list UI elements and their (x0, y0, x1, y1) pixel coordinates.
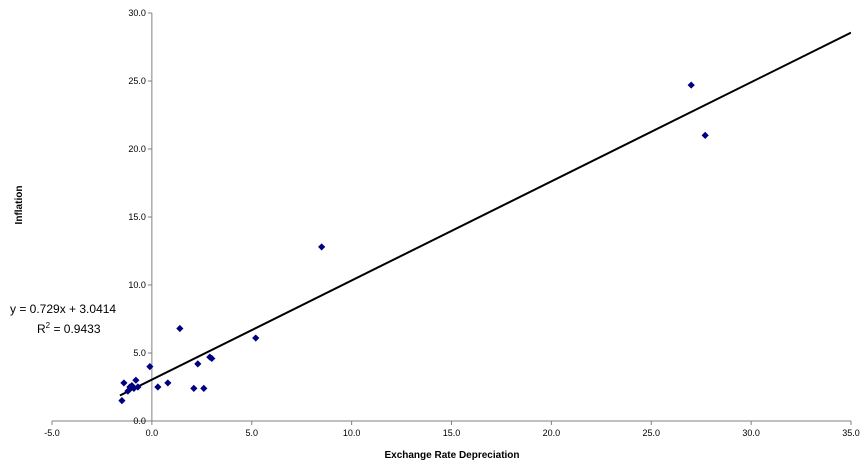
data-point (134, 383, 142, 391)
r-squared-value: = 0.9433 (50, 322, 101, 336)
x-tick-label: 15.0 (443, 428, 461, 438)
x-tick-label: 35.0 (842, 428, 860, 438)
y-tick-label: 20.0 (128, 144, 146, 154)
y-tick-label: 5.0 (133, 348, 146, 358)
trendline (119, 31, 851, 397)
x-tick-label: -5.0 (44, 428, 60, 438)
data-point (132, 376, 140, 384)
data-point (118, 397, 126, 405)
data-point (701, 131, 709, 139)
x-tick-label: 25.0 (642, 428, 660, 438)
data-point (194, 360, 202, 368)
trendline-equation: y = 0.729x + 3.0414 (10, 302, 116, 316)
x-tick-label: 0.0 (146, 428, 159, 438)
data-point (164, 379, 172, 387)
r-squared-superscript: 2 (46, 321, 51, 330)
y-tick-label: 10.0 (128, 280, 146, 290)
data-point (154, 383, 162, 391)
x-axis-title: Exchange Rate Depreciation (384, 450, 519, 461)
r-squared-letter: R (37, 322, 46, 336)
plot-area: 0.0 5.0 10.0 15.0 20.0 25.0 30.0 -5.0 0.0 5.0 10.0… (44, 8, 860, 438)
y-axis-title: Inflation (14, 186, 25, 225)
y-tick-label: 30.0 (128, 8, 146, 18)
x-tick-label: 10.0 (343, 428, 361, 438)
y-tick-label: 15.0 (128, 212, 146, 222)
data-point (252, 334, 260, 342)
data-point (120, 379, 128, 387)
data-point (190, 384, 198, 392)
x-tick-label: 20.0 (543, 428, 561, 438)
data-point (208, 354, 216, 363)
data-point (176, 324, 184, 333)
y-tick-label: 25.0 (128, 76, 146, 86)
data-point (318, 243, 326, 251)
data-point (687, 81, 695, 89)
x-tick-label: 5.0 (245, 428, 258, 438)
y-tick-label: 0.0 (133, 416, 146, 426)
data-point (200, 384, 208, 392)
x-tick-label: 30.0 (742, 428, 760, 438)
data-point (146, 363, 154, 371)
r-squared-label: R2 = 0.9433 (37, 321, 101, 336)
